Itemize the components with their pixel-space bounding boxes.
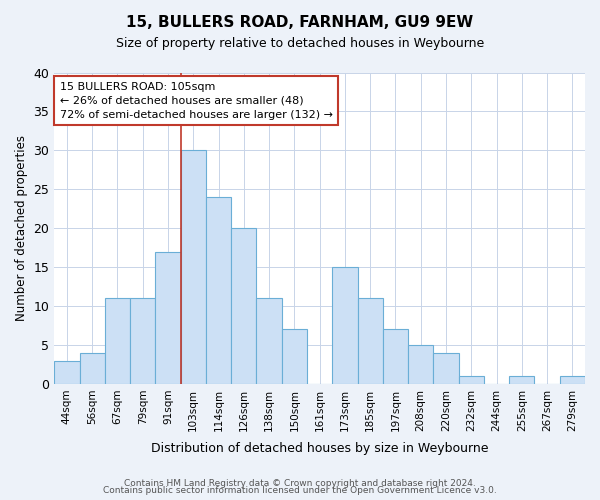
Bar <box>54 360 80 384</box>
Bar <box>181 150 206 384</box>
Bar <box>155 252 181 384</box>
Bar <box>560 376 585 384</box>
Bar <box>408 345 433 384</box>
Bar <box>130 298 155 384</box>
Text: 15, BULLERS ROAD, FARNHAM, GU9 9EW: 15, BULLERS ROAD, FARNHAM, GU9 9EW <box>127 15 473 30</box>
Bar <box>105 298 130 384</box>
Text: Size of property relative to detached houses in Weybourne: Size of property relative to detached ho… <box>116 38 484 51</box>
Bar <box>383 330 408 384</box>
Bar <box>433 353 458 384</box>
Bar <box>80 353 105 384</box>
Bar <box>282 330 307 384</box>
X-axis label: Distribution of detached houses by size in Weybourne: Distribution of detached houses by size … <box>151 442 488 455</box>
Bar <box>458 376 484 384</box>
Text: Contains public sector information licensed under the Open Government Licence v3: Contains public sector information licen… <box>103 486 497 495</box>
Text: Contains HM Land Registry data © Crown copyright and database right 2024.: Contains HM Land Registry data © Crown c… <box>124 478 476 488</box>
Bar <box>231 228 256 384</box>
Y-axis label: Number of detached properties: Number of detached properties <box>15 135 28 321</box>
Bar <box>332 267 358 384</box>
Bar <box>206 197 231 384</box>
Bar <box>509 376 535 384</box>
Bar <box>358 298 383 384</box>
Text: 15 BULLERS ROAD: 105sqm
← 26% of detached houses are smaller (48)
72% of semi-de: 15 BULLERS ROAD: 105sqm ← 26% of detache… <box>59 82 332 120</box>
Bar <box>256 298 282 384</box>
